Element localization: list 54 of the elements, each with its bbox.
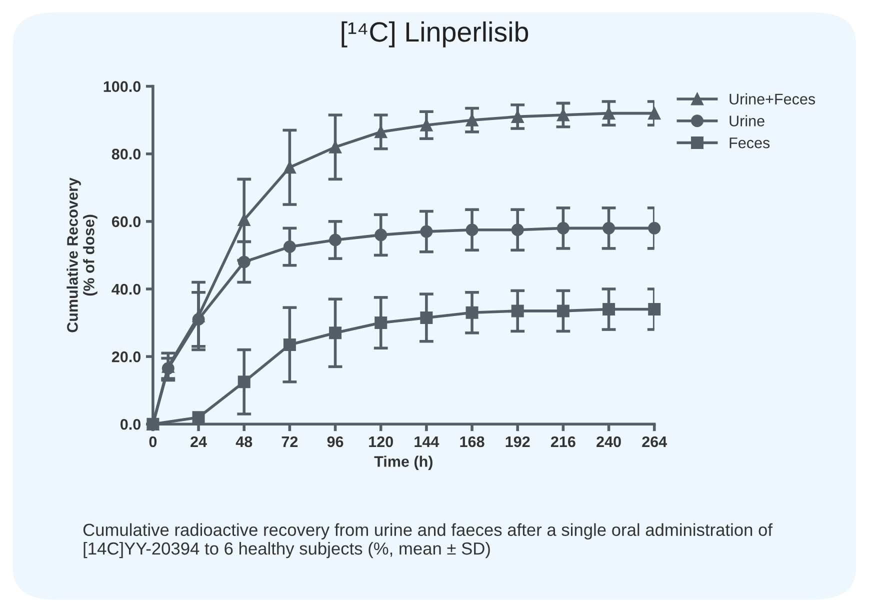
point [648,107,661,120]
point [374,126,388,138]
x-tick-label: 240 [596,436,621,448]
point [162,362,174,375]
point [511,224,524,236]
x-tick-label: 168 [460,436,484,448]
point [283,161,296,174]
point [466,114,478,126]
point [466,306,478,319]
point [283,240,296,254]
y-tick-label: 20.0 [112,351,141,362]
point [466,224,478,236]
legend-label: Urine [730,115,764,126]
x-tick-label: 96 [327,436,344,448]
point [192,313,205,326]
x-axis-title: Time (h) [374,456,432,470]
point [420,118,433,132]
x-tick-label: 24 [190,436,207,447]
legend-label: Urine+Feces [730,93,816,105]
x-tick-label: 120 [369,436,393,448]
y-tick-label: 0.0 [120,418,141,430]
legend-label: Feces [730,138,770,148]
point [511,304,524,318]
point [602,107,616,120]
x-tick-label: 0 [149,436,157,448]
x-tick-label: 144 [414,436,440,447]
point [420,311,433,324]
point [192,411,205,424]
x-tick-label: 216 [550,436,576,448]
y-tick-label: 40.0 [112,284,141,295]
point [602,303,616,316]
y-axis-title: Cumulative Recovery (% of dose) [66,178,98,332]
y-tick-label: 100.0 [104,81,141,92]
point [648,222,661,234]
point [329,234,342,246]
x-tick-label: 48 [236,436,252,448]
point [374,316,388,330]
point [238,376,250,388]
x-tick-label: 264 [642,436,668,448]
y-tick-label: 60.0 [112,216,141,228]
point [420,225,433,238]
point [374,228,388,242]
chart-title: [¹⁴C] Linperlisib [342,21,528,48]
point [648,303,661,316]
text: Cumulative radioactive recovery from urine and faeces after a single oral administration of [14C]YY-20394 to 6 healthy subjects (%, mean ± SD) [83,523,773,558]
y-tick-label: 80.0 [112,148,141,160]
point [329,326,342,340]
point [238,256,250,268]
point [602,222,616,234]
point [283,338,296,351]
point [556,222,570,234]
x-tick-label: 72 [282,436,298,447]
point [556,304,570,318]
x-tick-label: 192 [506,436,530,448]
